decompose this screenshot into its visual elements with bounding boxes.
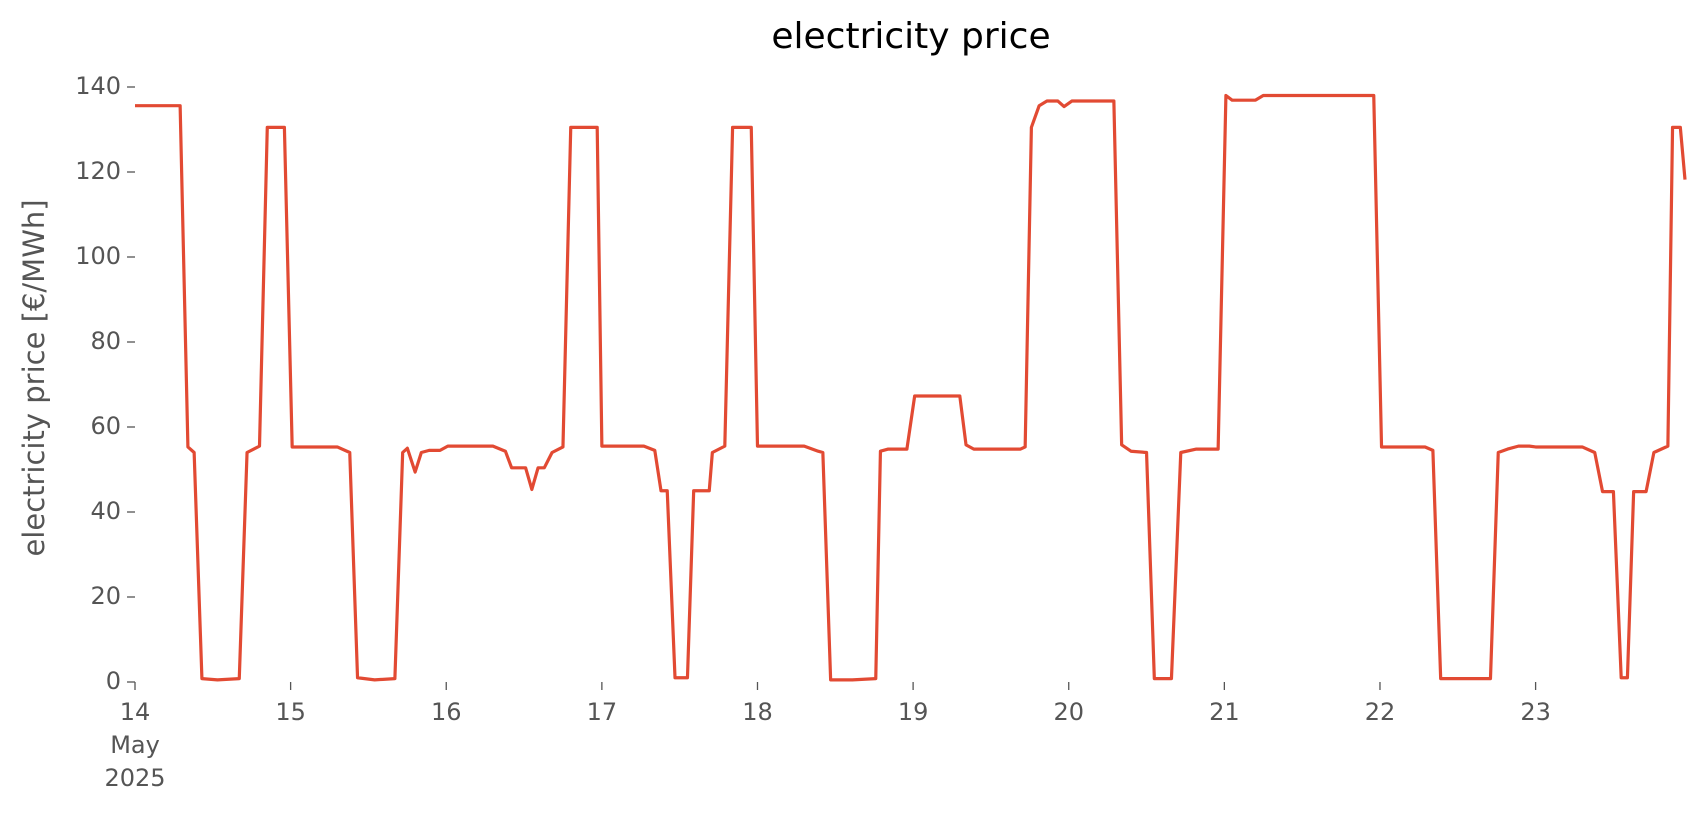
x-tick-label: 19 [898,698,929,726]
x-tick-label: 15 [275,698,306,726]
y-tick-label: 20 [90,582,121,610]
y-tick-label: 100 [75,242,121,270]
y-tick-label: 120 [75,157,121,185]
y-tick-label: 60 [90,412,121,440]
y-axis-label: electricity price [€/MWh] [17,199,51,556]
price-line [135,93,1687,682]
x-tick-label: 21 [1209,698,1240,726]
x-tick-label: 20 [1053,698,1084,726]
y-tick-label: 0 [106,667,121,695]
y-tick-label: 40 [90,497,121,525]
x-tick-label: 16 [431,698,462,726]
x-tick-label-line: 14 [120,698,151,726]
chart-title: electricity price [771,16,1050,57]
x-tick-label: 18 [742,698,773,726]
y-tick-label: 80 [90,327,121,355]
y-tick-label: 140 [75,72,121,100]
x-tick-label: 14 May 2025 [104,698,165,792]
x-tick-label: 23 [1520,698,1551,726]
x-tick-label: 17 [587,698,618,726]
x-tick-label-line: May [110,731,160,759]
x-tick-label: 22 [1365,698,1396,726]
x-tick-label-line: 2025 [104,764,165,792]
